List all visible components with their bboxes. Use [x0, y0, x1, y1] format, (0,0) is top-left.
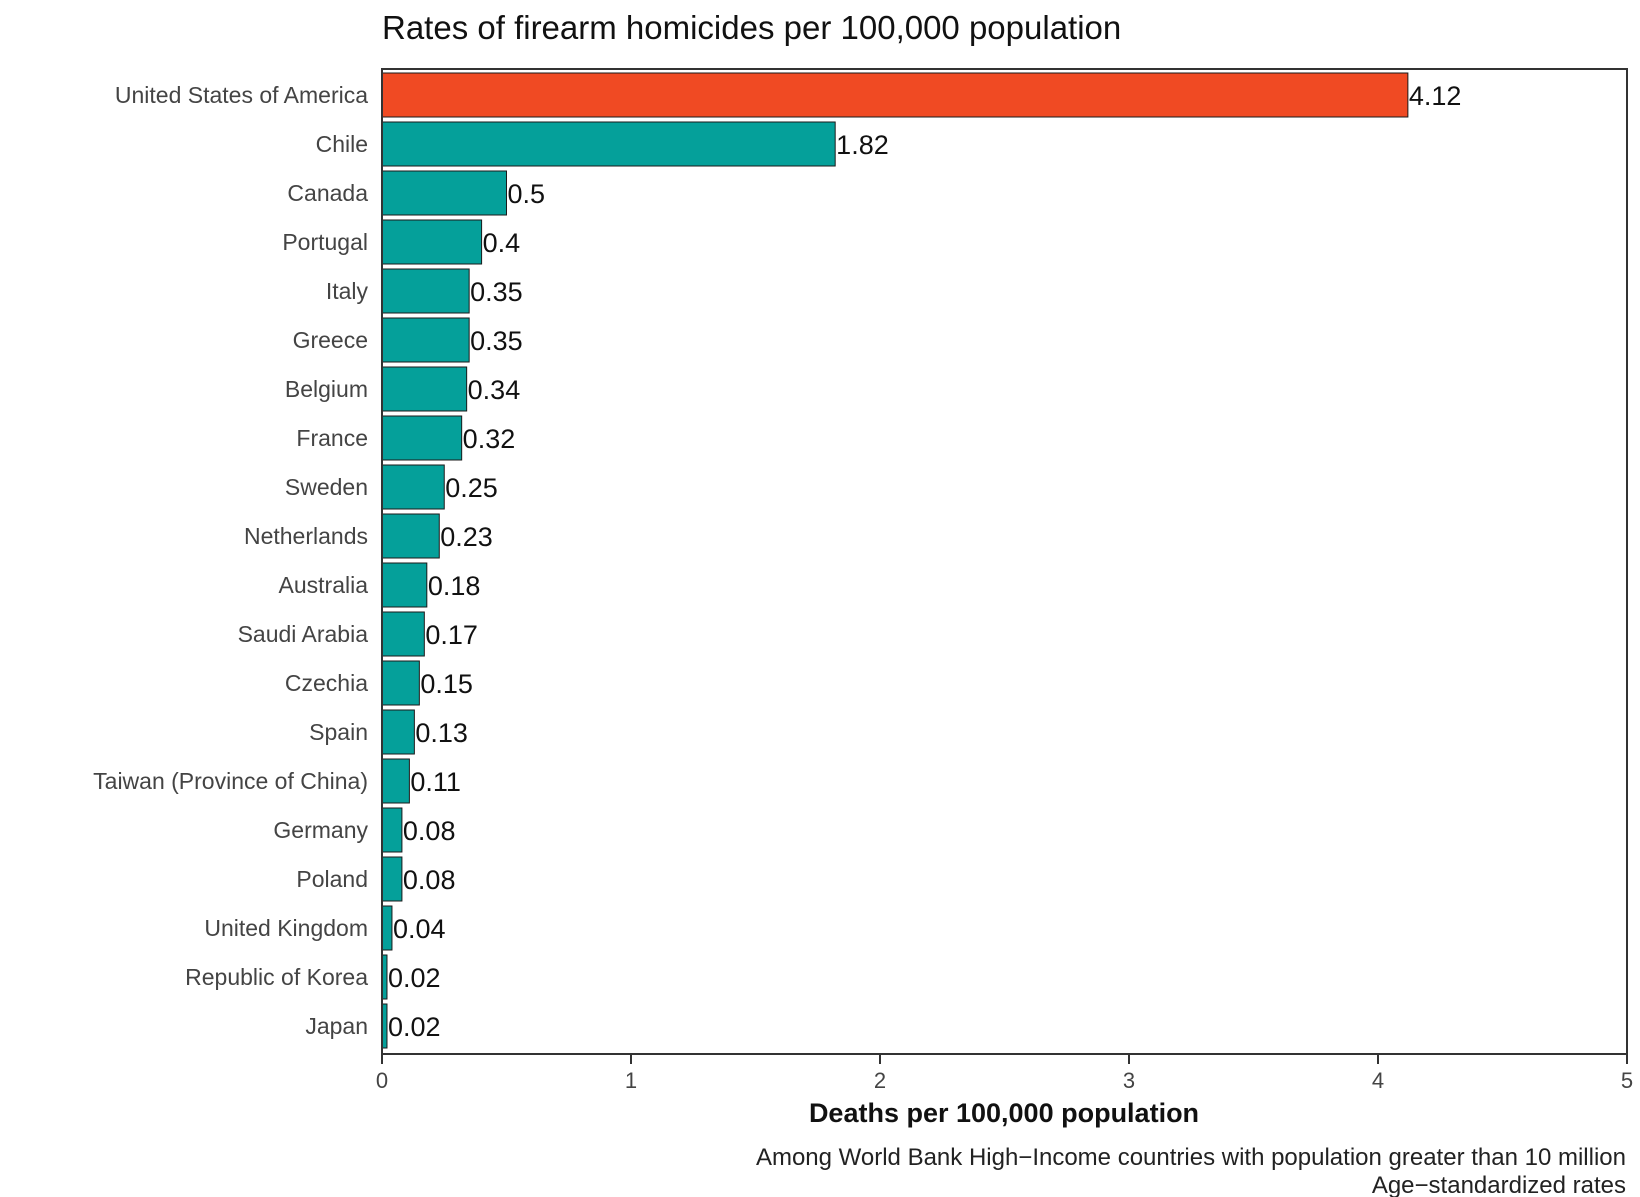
value-label: 0.02	[388, 1012, 441, 1042]
value-label: 0.35	[470, 277, 523, 307]
x-axis-title: Deaths per 100,000 population	[809, 1098, 1199, 1128]
category-label: Czechia	[285, 670, 368, 696]
category-label: Netherlands	[244, 523, 368, 549]
x-axis-ticks: 0 1 2 3 4 5	[376, 1054, 1633, 1093]
x-tick-label: 1	[625, 1068, 637, 1093]
caption-line-2: Age−standardized rates	[1372, 1172, 1626, 1197]
value-label: 0.35	[470, 326, 523, 356]
category-label: France	[296, 425, 368, 451]
category-label: Italy	[326, 278, 369, 304]
category-label: Australia	[279, 572, 369, 598]
value-label: 0.08	[403, 816, 456, 846]
category-label: Belgium	[285, 376, 368, 402]
x-tick-label: 2	[874, 1068, 886, 1093]
category-label: Greece	[293, 327, 368, 353]
value-label: 0.13	[415, 718, 468, 748]
bar	[381, 905, 393, 951]
bar	[381, 758, 410, 804]
value-label: 0.23	[440, 522, 493, 552]
bar	[381, 219, 483, 265]
x-tick-label: 5	[1621, 1068, 1633, 1093]
value-labels-layer: 4.12 1.82 0.5 0.4 0.35 0.35 0.34 0.32 0.25 0.23 0.…	[388, 81, 1461, 1042]
bar	[381, 366, 468, 412]
category-label: Sweden	[285, 474, 368, 500]
category-label: Germany	[273, 817, 368, 843]
value-label: 0.17	[425, 620, 478, 650]
plot-frame	[381, 68, 1628, 1055]
value-label: 0.34	[468, 375, 521, 405]
bar	[381, 611, 425, 657]
bars-layer	[381, 72, 1409, 1049]
category-label: Republic of Korea	[185, 964, 368, 990]
value-label: 0.5	[508, 179, 546, 209]
category-labels-layer: United States of America Chile Canada Portu…	[93, 82, 368, 1039]
value-label: 0.32	[463, 424, 516, 454]
bar	[381, 121, 836, 167]
category-label: Chile	[316, 131, 368, 157]
bar	[381, 807, 403, 853]
value-label: 1.82	[836, 130, 889, 160]
value-label: 0.4	[483, 228, 521, 258]
bar	[381, 464, 445, 510]
category-label: Poland	[296, 866, 368, 892]
bar	[381, 660, 420, 706]
category-label: Spain	[309, 719, 368, 745]
value-label: 0.18	[428, 571, 481, 601]
bar	[381, 170, 507, 216]
x-tick-label: 4	[1372, 1068, 1384, 1093]
value-label: 0.25	[445, 473, 498, 503]
bar	[381, 415, 463, 461]
value-label: 4.12	[1409, 81, 1462, 111]
bar	[381, 317, 470, 363]
caption-line-1: Among World Bank High−Income countries w…	[756, 1144, 1626, 1171]
bar	[381, 562, 428, 608]
x-tick-label: 3	[1123, 1068, 1135, 1093]
bar	[381, 513, 440, 559]
x-tick-label: 0	[376, 1068, 388, 1093]
bar	[381, 72, 1409, 118]
value-label: 0.02	[388, 963, 441, 993]
category-label: United Kingdom	[204, 915, 368, 941]
category-label: Canada	[287, 180, 368, 206]
bar	[381, 709, 415, 755]
category-label: Japan	[305, 1013, 368, 1039]
chart-title: Rates of firearm homicides per 100,000 p…	[382, 9, 1121, 46]
value-label: 0.08	[403, 865, 456, 895]
category-label: Taiwan (Province of China)	[93, 768, 368, 794]
value-label: 0.11	[410, 767, 461, 797]
bar	[381, 268, 470, 314]
category-label: Saudi Arabia	[238, 621, 369, 647]
bar	[381, 856, 403, 902]
value-label: 0.04	[393, 914, 446, 944]
category-label: Portugal	[282, 229, 368, 255]
category-label: United States of America	[115, 82, 368, 108]
value-label: 0.15	[420, 669, 473, 699]
